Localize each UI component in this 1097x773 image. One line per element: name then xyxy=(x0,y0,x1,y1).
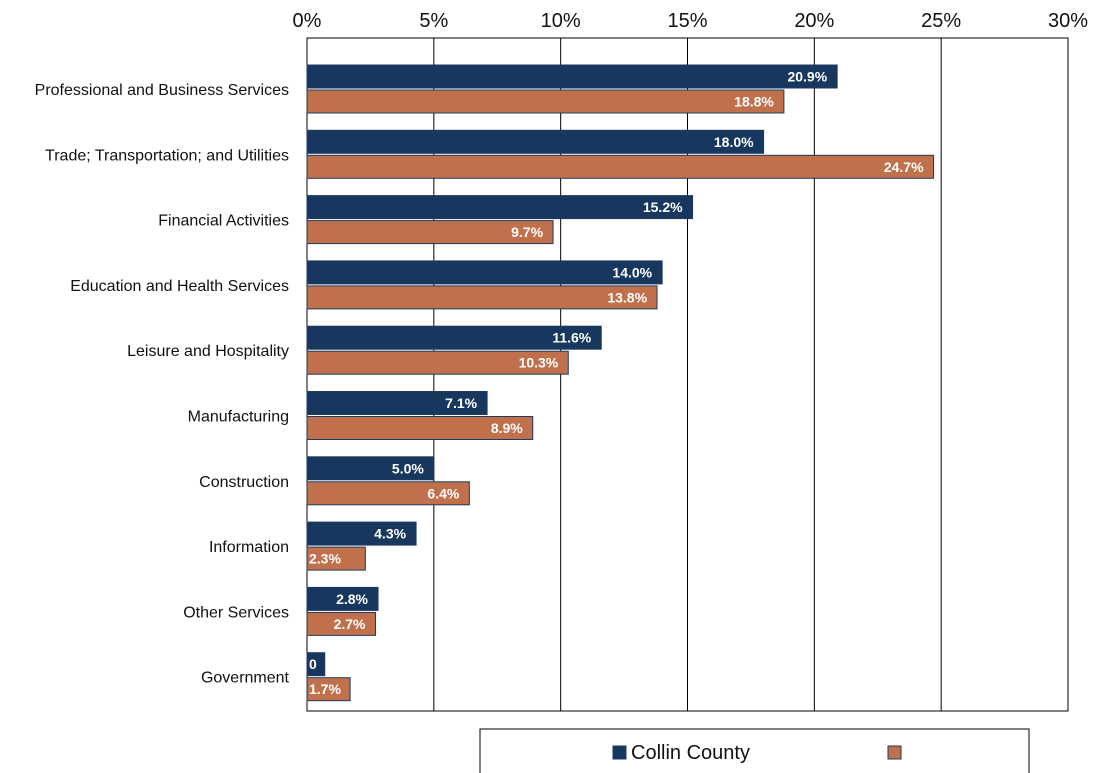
category-label: Other Services xyxy=(183,604,289,621)
legend-swatch xyxy=(612,745,627,760)
x-tick-label: 5% xyxy=(419,10,448,32)
data-label: 10.3% xyxy=(519,355,559,371)
bar xyxy=(306,521,417,546)
data-label: 11.6% xyxy=(552,330,591,346)
category-label: Education and Health Services xyxy=(70,278,289,295)
bar xyxy=(306,195,694,220)
data-label: 20.9% xyxy=(787,69,827,85)
data-label: 1.7% xyxy=(309,681,341,697)
bar xyxy=(306,129,765,154)
data-label: 9.7% xyxy=(511,224,543,240)
bar xyxy=(306,611,376,636)
data-label: 4.3% xyxy=(374,526,406,542)
bar xyxy=(306,391,488,415)
data-label: 14.0% xyxy=(612,264,652,280)
data-label: 5.0% xyxy=(392,460,424,476)
data-label: 18.8% xyxy=(734,94,774,110)
bar xyxy=(306,154,935,179)
category-label: Trade; Transportation; and Utilities xyxy=(45,147,289,164)
bar xyxy=(306,652,326,677)
data-label: 0 xyxy=(309,656,317,672)
data-label: 7.1% xyxy=(445,395,477,411)
x-tick-label: 20% xyxy=(794,10,834,32)
bar xyxy=(306,89,785,114)
x-tick-label: 30% xyxy=(1048,10,1088,32)
data-label: 6.4% xyxy=(427,485,459,501)
bar xyxy=(306,64,838,89)
bar xyxy=(306,416,534,440)
x-tick-label: 0% xyxy=(293,10,322,32)
data-label: 24.7% xyxy=(884,159,924,175)
bar xyxy=(306,285,658,310)
x-tick-label: 10% xyxy=(541,10,581,32)
category-label: Construction xyxy=(199,474,289,491)
data-label: 2.8% xyxy=(336,591,368,607)
data-label: 18.0% xyxy=(714,134,754,150)
bar xyxy=(306,325,602,350)
bar xyxy=(306,677,351,702)
bar xyxy=(306,546,366,571)
bar xyxy=(306,481,470,506)
data-label: 2.7% xyxy=(334,616,366,632)
data-label: 13.8% xyxy=(607,289,647,305)
bar xyxy=(306,456,435,481)
bar xyxy=(306,220,554,245)
x-tick-label: 25% xyxy=(921,10,961,32)
data-label: 8.9% xyxy=(491,420,523,436)
category-label: Leisure and Hospitality xyxy=(127,343,289,360)
legend-swatch xyxy=(887,745,902,760)
bar xyxy=(306,260,663,285)
category-label: Financial Activities xyxy=(158,213,289,230)
category-label: Government xyxy=(201,670,290,687)
legend-box xyxy=(479,728,1030,773)
legend-label: Collin County xyxy=(631,742,750,764)
category-label: Information xyxy=(209,539,289,556)
data-label: 15.2% xyxy=(643,199,683,215)
category-label: Manufacturing xyxy=(188,409,289,426)
category-label: Professional and Business Services xyxy=(35,82,289,99)
bar xyxy=(306,350,569,375)
bar xyxy=(306,586,379,611)
data-label: 2.3% xyxy=(309,551,341,567)
x-tick-label: 15% xyxy=(667,10,707,32)
